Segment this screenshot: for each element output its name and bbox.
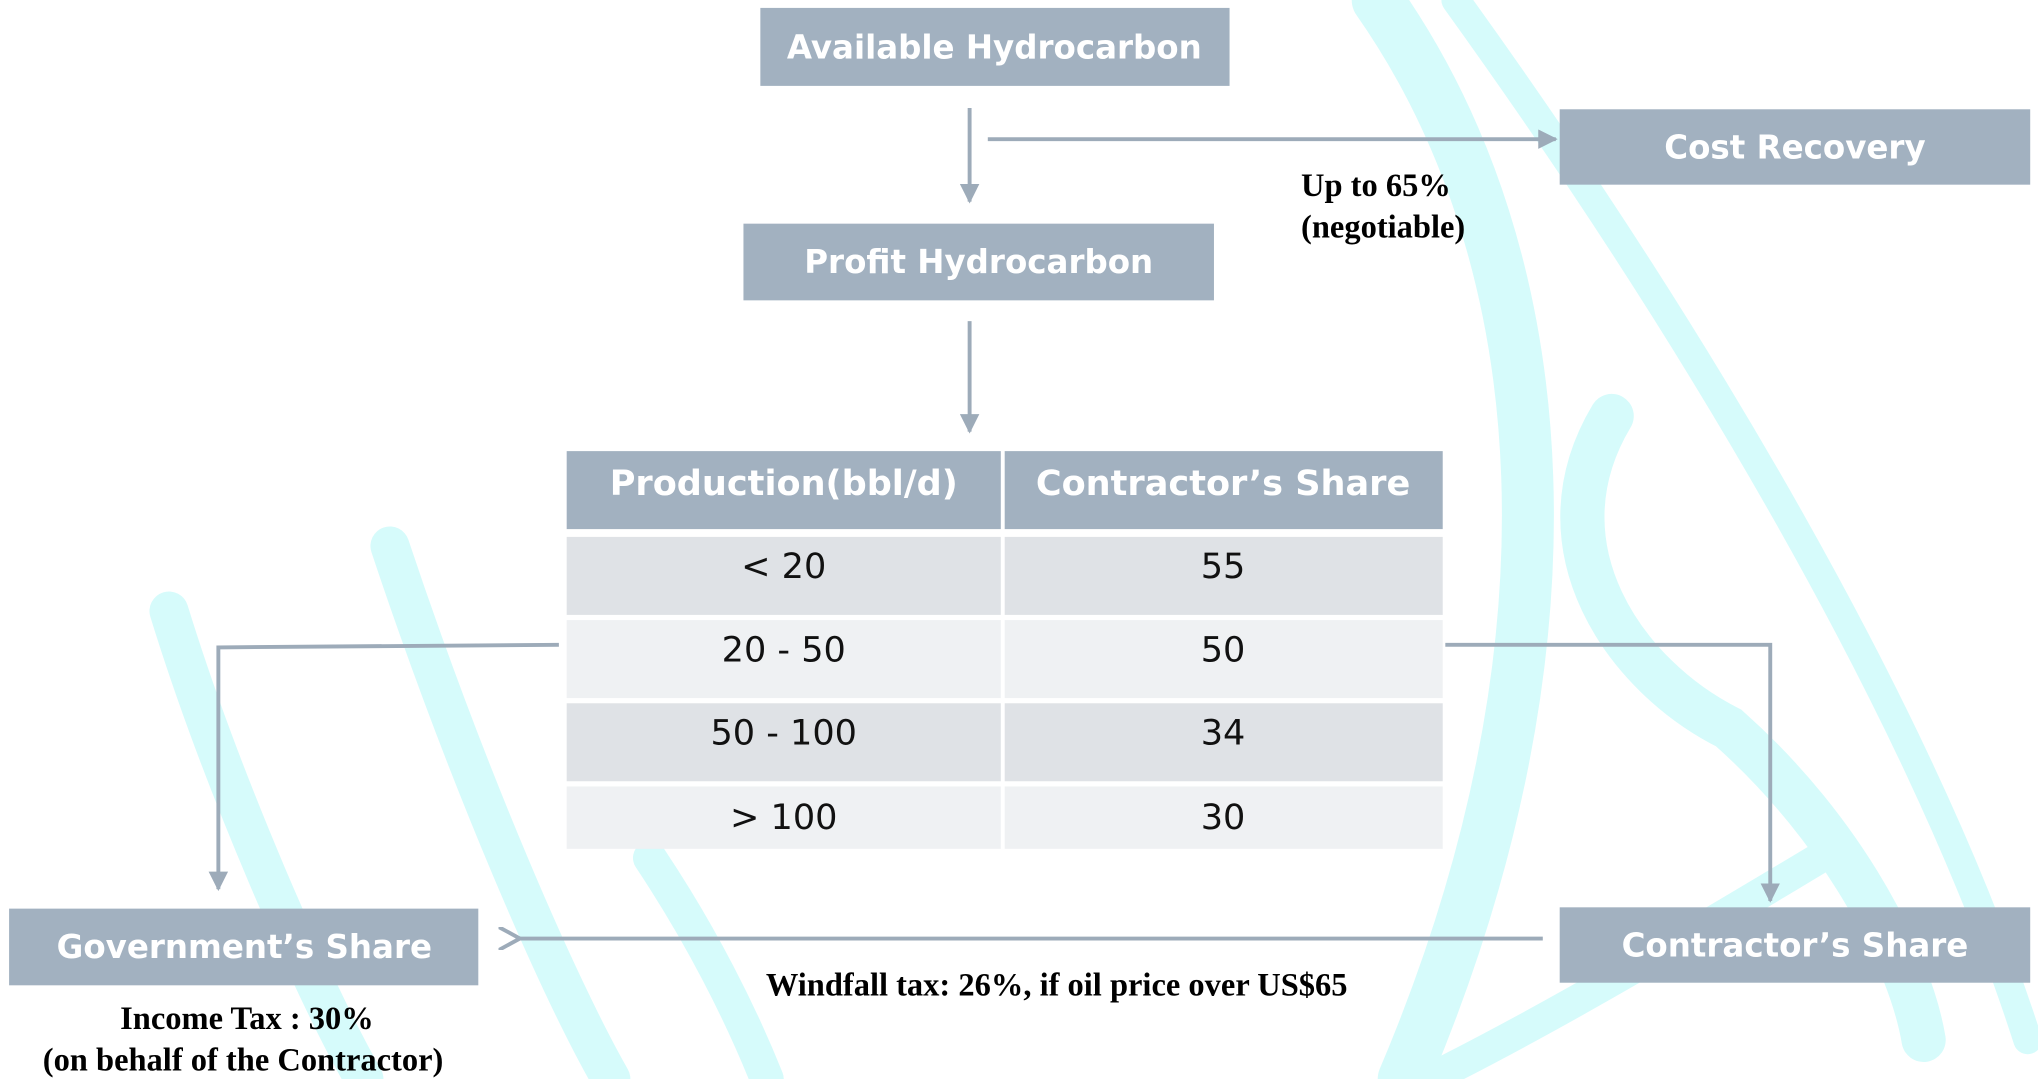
annotation: Windfall tax: 26%, if oil price over US$… (766, 967, 1348, 1003)
arrow (1445, 642, 1781, 903)
nodes: Available Hydrocarbon Cost Recovery Prof… (9, 7, 2031, 986)
node-box (9, 908, 479, 986)
table-cell (566, 536, 1001, 615)
cell-text: < 20 (741, 546, 826, 587)
node-box (1559, 109, 2031, 185)
table-cell (1004, 536, 1443, 615)
cell-text: 50 (1201, 629, 1246, 670)
table-cell (1004, 786, 1443, 849)
header-cell (566, 451, 1001, 530)
annotation: Income Tax : 30% (120, 1001, 374, 1037)
table-body: < 20 55 20 - 50 50 50 - 100 34 > 100 30 (566, 536, 1443, 849)
table-cell (566, 786, 1001, 849)
arrow (208, 642, 559, 892)
annotation: (on behalf of the Contractor) (43, 1043, 444, 1079)
node-box (760, 7, 1230, 86)
node-label: Contractor’s Share (1622, 927, 1969, 965)
cell-text: 30 (1201, 797, 1246, 838)
node-label: Available Hydrocarbon (787, 28, 1202, 66)
cell-text: 55 (1201, 546, 1246, 587)
node-box (1559, 907, 2031, 983)
annotation: Up to 65% (1301, 168, 1451, 204)
cell-text: 50 - 100 (710, 712, 857, 753)
table-cell (1004, 703, 1443, 782)
header-label: Contractor’s Share (1036, 463, 1410, 504)
table-cell (566, 703, 1001, 782)
node-label: Cost Recovery (1664, 129, 1925, 167)
arrows (208, 107, 1781, 939)
node-box (743, 223, 1214, 301)
annotation: (negotiable) (1301, 210, 1465, 246)
table-cell (566, 620, 1001, 699)
annotations: Up to 65% (negotiable) Windfall tax: 26%… (43, 168, 1465, 1079)
cell-text: 20 - 50 (722, 629, 846, 670)
table: Production(bbl/d) Contractor’s Share < 2… (566, 451, 1443, 849)
cell-text: 34 (1201, 712, 1246, 753)
node-label: Government’s Share (57, 928, 432, 966)
table-cell (1004, 620, 1443, 699)
header-label: Production(bbl/d) (610, 463, 958, 504)
header-cell (1004, 451, 1443, 530)
node-label: Profit Hydrocarbon (804, 243, 1153, 281)
cell-text: > 100 (730, 797, 838, 838)
